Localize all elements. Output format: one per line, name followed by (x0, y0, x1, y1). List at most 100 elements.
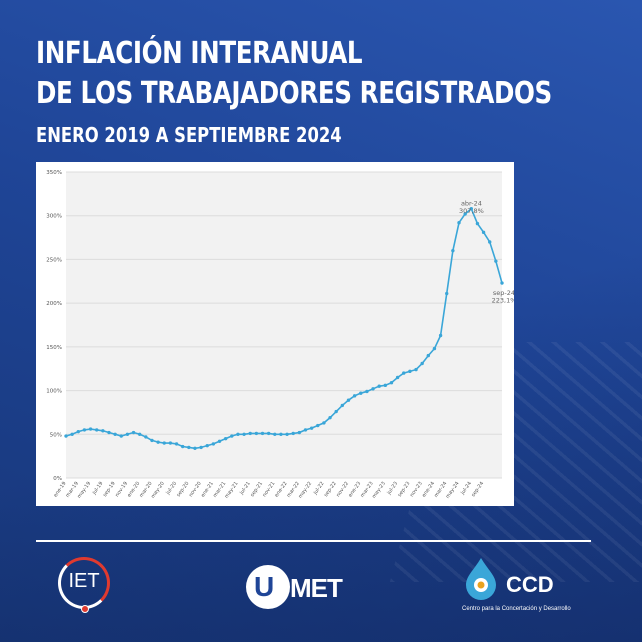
data-point (463, 212, 467, 216)
data-point (469, 207, 473, 211)
y-tick-label: 300% (46, 214, 62, 220)
ccd-logo: CCD Centro para la Concertación y Desarr… (452, 550, 592, 620)
data-point (316, 423, 320, 428)
data-point (346, 398, 351, 402)
data-point (328, 415, 332, 420)
data-point (334, 409, 338, 414)
data-point (95, 428, 99, 432)
data-point (168, 441, 173, 445)
data-point (144, 435, 148, 439)
data-point (113, 432, 117, 436)
ccd-logo-subtitle: Centro para la Concertación y Desarrollo (462, 606, 571, 612)
data-point (223, 436, 228, 441)
data-point (137, 432, 142, 436)
iet-logo: IET (58, 557, 118, 613)
data-point (365, 389, 369, 394)
iet-logo-dot (81, 605, 89, 613)
page-subtitle: ENERO 2019 A SEPTIEMBRE 2024 (36, 123, 342, 147)
annotation-date: abr-24 (461, 200, 482, 208)
annotation-date: sep-24 (493, 289, 514, 297)
data-point (395, 375, 400, 380)
y-tick-label: 50% (50, 432, 62, 438)
data-point (457, 221, 461, 225)
data-point (174, 442, 179, 446)
data-point (180, 444, 185, 449)
ccd-logo-text: CCD (506, 572, 554, 597)
data-point (359, 391, 363, 395)
data-point (266, 431, 271, 436)
data-point (285, 432, 289, 436)
y-tick-label: 200% (46, 301, 62, 307)
x-tick-label: sep-24 (471, 481, 486, 498)
data-point (402, 371, 406, 375)
y-tick-label: 150% (46, 345, 62, 351)
data-point (162, 441, 166, 445)
data-point (371, 387, 375, 391)
data-point (205, 443, 209, 448)
data-point (389, 381, 394, 385)
data-point (432, 346, 437, 351)
data-point (377, 384, 381, 388)
plot-area (66, 172, 502, 478)
y-tick-label: 0% (53, 476, 62, 482)
data-point (273, 432, 277, 436)
data-point (352, 394, 357, 398)
data-point (88, 427, 93, 431)
data-point (438, 333, 443, 338)
data-point (76, 429, 80, 434)
data-point (82, 428, 87, 432)
footer-divider (36, 540, 591, 542)
data-point (193, 446, 197, 450)
data-point (260, 431, 265, 436)
data-point (445, 291, 449, 296)
data-point (199, 445, 203, 450)
data-point (383, 383, 388, 388)
data-point (70, 432, 74, 436)
data-point (297, 430, 302, 435)
data-point (64, 434, 68, 438)
data-point (500, 281, 504, 285)
data-point (481, 230, 486, 235)
page-title: INFLACIÓN INTERANUAL DE LOS TRABAJADORES… (36, 34, 552, 114)
data-point (119, 434, 123, 438)
data-point (322, 421, 326, 425)
ccd-drop-icon (466, 558, 496, 600)
data-point (242, 432, 246, 436)
umet-logo-u: U (254, 571, 275, 602)
data-point (217, 439, 222, 443)
inflation-line-chart: 0%50%100%150%200%250%300%350%ene-19mar-1… (46, 170, 514, 500)
chart-panel: 0% 50% 100% 150% 200% 250% 300% 350% ene-19 mar-1… (36, 162, 514, 506)
y-tick-label: 350% (46, 170, 62, 176)
data-point (451, 248, 455, 253)
data-point (309, 426, 314, 430)
data-point (248, 431, 252, 436)
data-point (236, 432, 240, 436)
data-point (279, 432, 283, 436)
umet-logo: U MET (244, 563, 348, 611)
data-point (494, 259, 498, 263)
y-tick-label: 100% (46, 389, 62, 395)
title-line-2: DE LOS TRABAJADORES REGISTRADOS (36, 76, 552, 111)
title-line-1: INFLACIÓN INTERANUAL (36, 36, 363, 71)
data-point (303, 428, 308, 432)
data-point (254, 431, 259, 436)
data-point (414, 367, 418, 372)
umet-logo-text: MET (290, 573, 343, 603)
data-point (156, 440, 160, 444)
data-point (101, 429, 105, 433)
annotation-value: 307,8% (459, 207, 484, 215)
data-point (475, 221, 480, 226)
data-point (187, 445, 191, 450)
annotation-value: 223,1% (492, 297, 514, 305)
data-point (107, 430, 111, 435)
data-point (211, 442, 216, 446)
data-point (150, 438, 154, 443)
umet-logo-circle (246, 565, 290, 609)
data-point (230, 434, 234, 438)
data-point (131, 430, 136, 435)
data-point (488, 240, 492, 244)
data-point (291, 431, 295, 436)
iet-logo-text: IET (68, 570, 100, 592)
data-point (426, 353, 431, 358)
y-tick-label: 250% (46, 257, 62, 263)
